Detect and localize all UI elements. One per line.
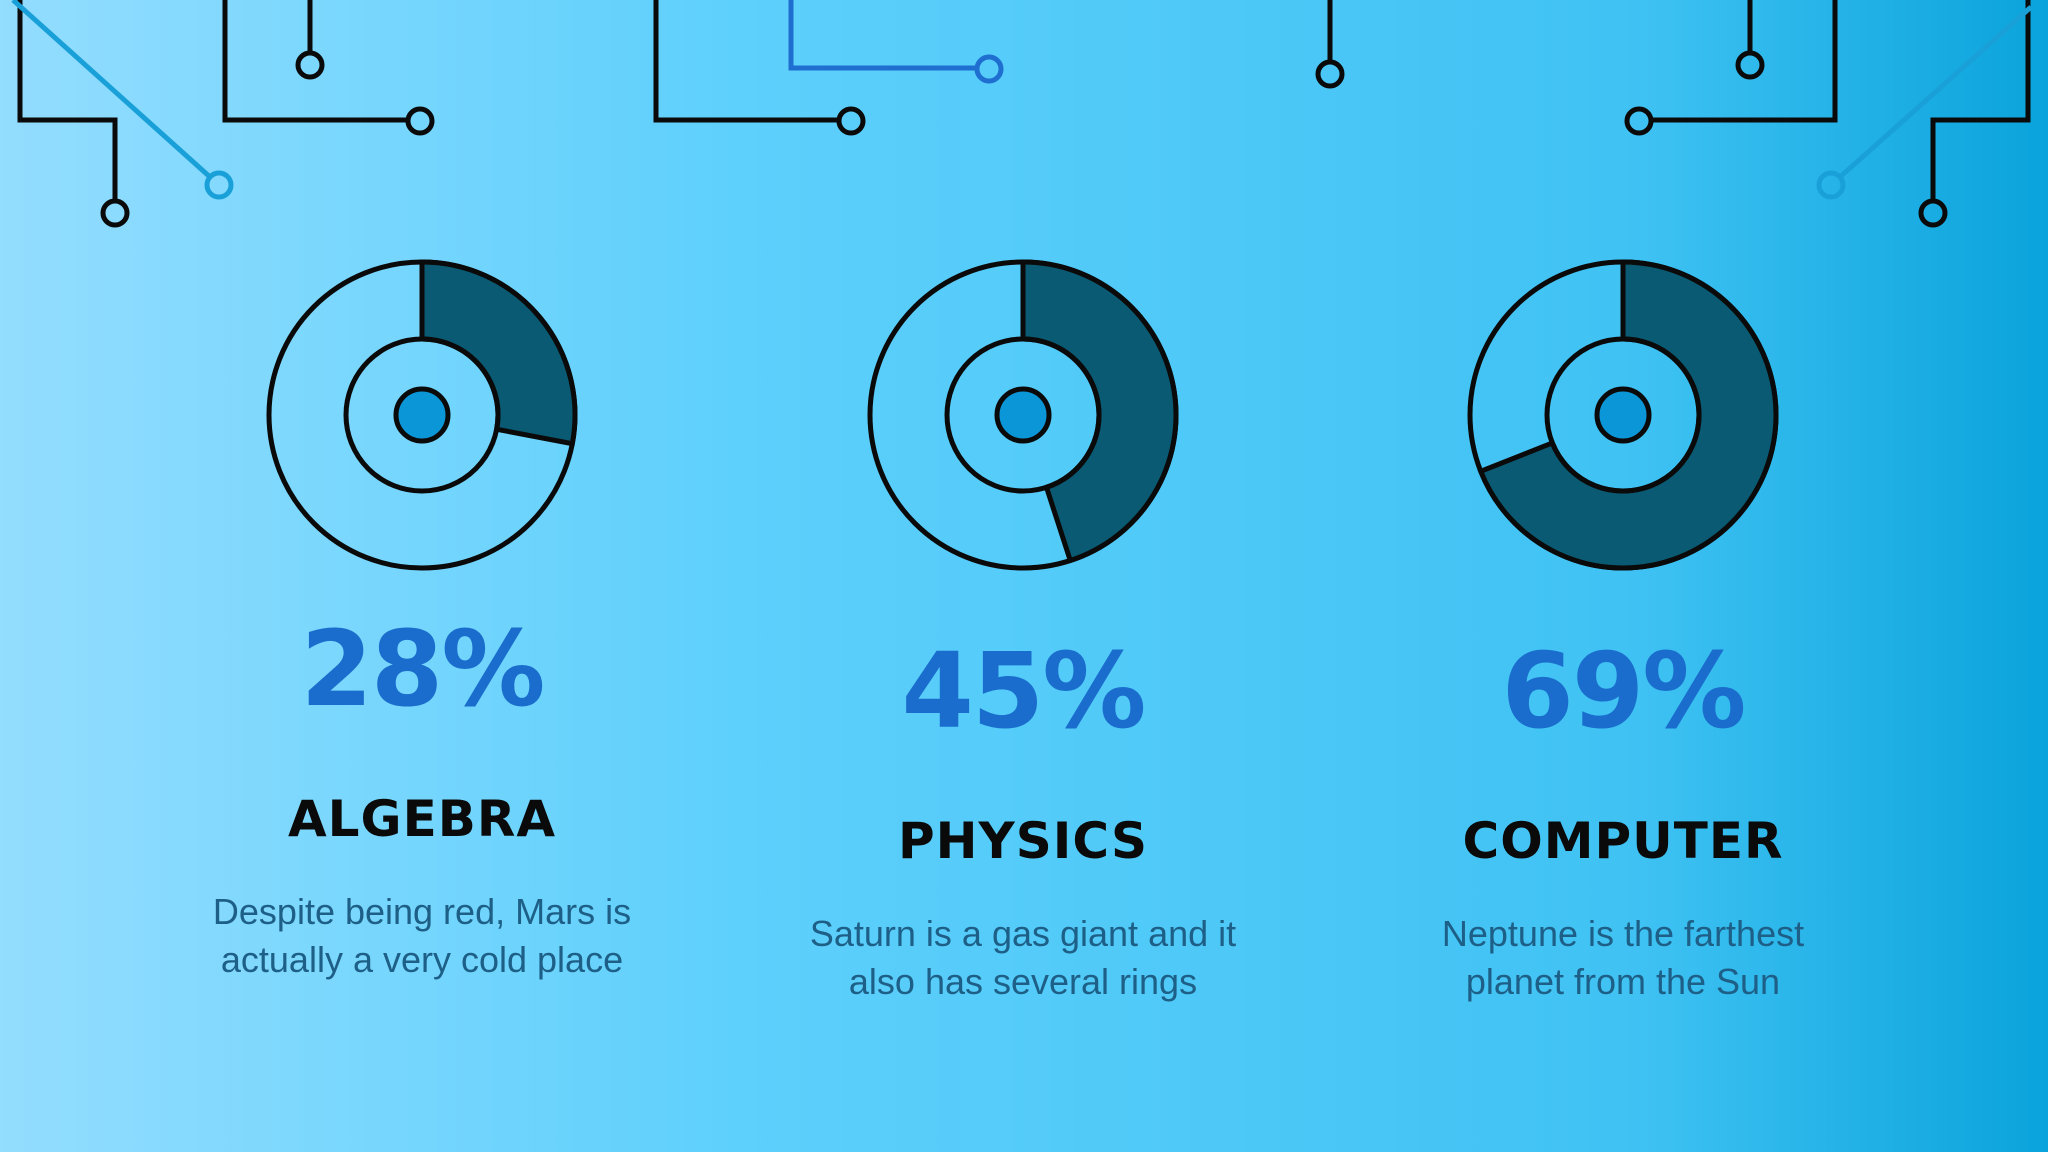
- description-line: also has several rings: [848, 961, 1198, 1002]
- donut-inner: [343, 336, 501, 494]
- description: Saturn is a gas giant and it also has sev…: [743, 910, 1303, 1006]
- description-line: Saturn is a gas giant and it: [809, 913, 1237, 954]
- subject-title: ALGEBRA: [287, 790, 557, 848]
- description: Neptune is the farthest planet from the S…: [1343, 910, 1903, 1006]
- description-line: Neptune is the farthest: [1441, 913, 1805, 954]
- percent-label: 45%: [901, 630, 1147, 752]
- donut-center: [994, 386, 1052, 444]
- subject-title: PHYSICS: [898, 812, 1148, 870]
- donut-inner: [1544, 336, 1702, 494]
- percent-label: 69%: [1501, 630, 1747, 752]
- percent-label: 28%: [300, 608, 546, 730]
- description-line: Despite being red, Mars is: [212, 891, 632, 932]
- circuit-decoration: [11, 0, 2033, 228]
- subject-title: COMPUTER: [1462, 812, 1784, 870]
- description-line: actually a very cold place: [220, 939, 624, 980]
- donut-inner: [944, 336, 1102, 494]
- description-line: planet from the Sun: [1465, 961, 1781, 1002]
- description: Despite being red, Mars is actually a ver…: [142, 888, 702, 984]
- donut-center: [1594, 386, 1652, 444]
- donut-center: [393, 386, 451, 444]
